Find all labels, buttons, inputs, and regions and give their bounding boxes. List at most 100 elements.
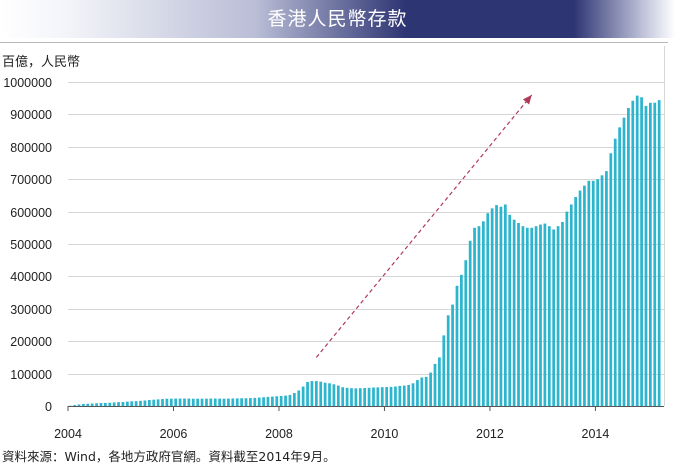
- bar: [420, 377, 424, 406]
- bar: [200, 398, 204, 406]
- bar: [508, 214, 512, 406]
- bar: [407, 384, 410, 406]
- bar: [279, 395, 283, 406]
- source-note: 資料來源：Wind，各地方政府官網。資料截至2014年9月。: [2, 449, 336, 464]
- x-tick-label: 2006: [160, 427, 188, 441]
- bar: [402, 385, 406, 406]
- bar: [104, 402, 107, 406]
- bar: [569, 204, 573, 406]
- axis-layer: [67, 406, 664, 411]
- bar: [257, 397, 261, 406]
- bar: [358, 388, 362, 406]
- bar: [117, 402, 120, 406]
- bar: [222, 398, 226, 406]
- bar: [525, 227, 529, 406]
- bar: [174, 398, 178, 406]
- y-tick-label: 500000: [10, 238, 52, 252]
- bar: [627, 107, 630, 407]
- bar: [288, 394, 292, 406]
- bar: [350, 388, 353, 406]
- bar: [424, 376, 428, 406]
- bar: [517, 222, 520, 406]
- bar: [178, 398, 182, 406]
- bar: [86, 403, 90, 406]
- bar: [442, 335, 446, 406]
- bar: [152, 399, 156, 406]
- bar: [451, 304, 454, 406]
- y-tick-label: 200000: [10, 335, 52, 349]
- bar: [271, 396, 274, 406]
- bar: [547, 226, 551, 406]
- bar: [183, 398, 186, 406]
- bar: [657, 100, 661, 406]
- bar: [266, 396, 270, 406]
- y-tick-label: 100000: [10, 368, 52, 382]
- x-tick-label: 2010: [371, 427, 399, 441]
- bar: [213, 398, 217, 406]
- bar: [323, 382, 327, 406]
- bar: [398, 385, 402, 406]
- bar: [161, 399, 164, 406]
- bar: [143, 400, 147, 406]
- bar: [376, 387, 380, 406]
- bar: [468, 240, 472, 406]
- bar: [512, 219, 516, 406]
- trend-arrowhead: [522, 94, 532, 105]
- bar: [433, 363, 437, 406]
- bar: [649, 102, 652, 407]
- bar: [319, 381, 323, 406]
- bar: [310, 381, 314, 406]
- x-tick-label: 2014: [582, 427, 610, 441]
- title-bar: 香港人民幣存款: [0, 0, 675, 38]
- bar: [165, 398, 169, 406]
- trend-arrow-line: [315, 94, 533, 358]
- bar: [613, 138, 617, 406]
- bar: [218, 398, 221, 406]
- y-tick-label: 0: [45, 400, 52, 414]
- bar: [499, 206, 503, 406]
- bar: [196, 398, 200, 406]
- bar: [249, 398, 252, 406]
- grid-layer: [68, 46, 665, 406]
- bar: [95, 403, 98, 406]
- bar: [587, 180, 591, 406]
- bar: [82, 403, 85, 406]
- title-divider: [0, 42, 668, 43]
- bar: [354, 388, 358, 406]
- bar: [530, 227, 534, 406]
- bar: [240, 398, 243, 406]
- bar: [438, 357, 441, 406]
- bar: [644, 105, 648, 406]
- bar: [235, 398, 239, 406]
- bar: [446, 315, 450, 406]
- bar: [622, 117, 626, 406]
- bar: [306, 382, 309, 406]
- bar: [147, 400, 151, 406]
- bar: [635, 95, 639, 407]
- y-tick-label: 1000000: [3, 76, 52, 90]
- annotation-layer: [315, 94, 533, 358]
- bar: [253, 397, 257, 406]
- bar: [473, 227, 476, 406]
- bar: [609, 153, 613, 406]
- bar: [292, 393, 296, 406]
- bar: [591, 180, 595, 406]
- bar: [455, 285, 459, 406]
- bar: [328, 383, 331, 406]
- bar: [464, 260, 468, 406]
- bar: [139, 400, 142, 406]
- bar: [561, 221, 564, 406]
- bar: [600, 175, 604, 406]
- y-tick-label: 400000: [10, 270, 52, 284]
- bar: [539, 224, 542, 406]
- bar: [297, 390, 301, 406]
- bar: [262, 397, 265, 406]
- bar: [244, 398, 248, 406]
- bar-layer: [68, 95, 661, 407]
- bar: [301, 386, 305, 406]
- bar: [99, 403, 103, 406]
- y-tick-label: 300000: [10, 303, 52, 317]
- bar: [205, 398, 208, 406]
- bar: [372, 387, 375, 406]
